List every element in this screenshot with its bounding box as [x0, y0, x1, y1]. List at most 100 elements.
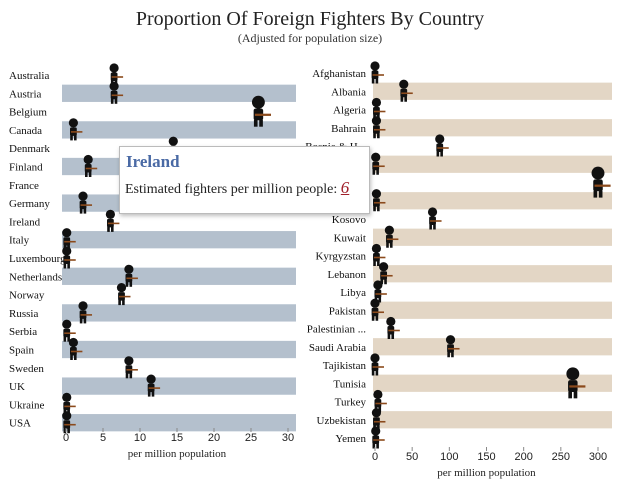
fighter-marker-bahrain[interactable]	[371, 116, 386, 139]
country-label-saudi-arabia: Saudi Arabia	[309, 342, 366, 354]
fighter-marker-albania[interactable]	[399, 79, 413, 102]
fighter-leg	[125, 373, 129, 379]
country-label-bahrain: Bahrain	[331, 123, 366, 135]
x-tick-label: 20	[208, 432, 220, 444]
fighter-rifle	[430, 220, 442, 222]
fighter-rifle	[373, 128, 386, 131]
fighter-marker-bosnia-h[interactable]	[435, 134, 449, 157]
fighter-marker-australia[interactable]	[109, 63, 124, 86]
fighter-leg	[259, 119, 263, 127]
tooltip-body: Estimated fighters per million people: 6	[125, 178, 349, 198]
country-label-kosovo: Kosovo	[332, 214, 367, 226]
fighter-leg	[129, 281, 133, 287]
fighter-marker-pakistan[interactable]	[370, 298, 384, 321]
fighter-marker-germany[interactable]	[78, 191, 93, 214]
fighter-marker-sweden[interactable]	[124, 356, 138, 379]
fighter-head	[116, 283, 127, 293]
country-label-russia: Russia	[9, 308, 38, 320]
row-band	[62, 414, 296, 432]
left-panel: Australia Austria Belgium Canada Denmark Finl…	[9, 63, 296, 460]
fighter-head	[109, 81, 119, 91]
fighter-leg	[568, 391, 572, 399]
country-label-ukraine: Ukraine	[9, 399, 45, 411]
fighter-leg	[110, 98, 114, 104]
fighter-rifle	[111, 76, 124, 78]
fighter-marker-canada[interactable]	[68, 118, 83, 141]
fighter-marker-norway[interactable]	[116, 283, 131, 306]
fighter-head	[105, 209, 115, 219]
fighter-marker-luxembourg[interactable]	[62, 246, 76, 269]
fighter-marker-algeria[interactable]	[371, 97, 386, 120]
x-axis-label: per million population	[437, 467, 536, 479]
country-label-tajikistan: Tajikistan	[323, 360, 367, 372]
fighter-leg	[85, 172, 88, 177]
fighter-marker-belgium[interactable]	[251, 95, 271, 127]
fighter-marker-spain[interactable]	[68, 337, 83, 360]
fighter-marker-kuwait[interactable]	[384, 225, 399, 248]
fighter-leg	[376, 443, 379, 449]
fighter-head	[371, 189, 382, 199]
fighter-head	[371, 97, 382, 108]
fighter-marker-netherlands[interactable]	[124, 264, 138, 287]
fighter-marker-uk[interactable]	[146, 374, 161, 397]
fighter-marker-finland[interactable]	[83, 154, 98, 177]
fighter-marker-egypt[interactable]	[371, 152, 385, 175]
fighter-head	[146, 374, 156, 384]
fighter-marker-kyrgyzstan[interactable]	[371, 243, 386, 266]
fighter-rifle	[373, 110, 386, 113]
fighter-head	[370, 298, 380, 308]
country-label-tunisia: Tunisia	[333, 378, 366, 390]
country-label-canada: Canada	[9, 125, 42, 137]
fighter-rifle	[373, 165, 385, 168]
row-band	[62, 340, 296, 359]
fighter-rifle	[64, 332, 76, 334]
fighter-marker-tajikistan[interactable]	[370, 353, 384, 376]
fighter-rifle	[375, 293, 387, 295]
fighter-rifle	[119, 295, 131, 298]
fighter-leg	[373, 206, 376, 212]
fighter-marker-austria[interactable]	[109, 81, 124, 104]
fighter-marker-ukraine[interactable]	[62, 392, 76, 415]
fighter-head	[373, 389, 383, 400]
fighter-head	[78, 191, 88, 201]
country-label-luxembourg: Luxembourg	[9, 253, 66, 265]
country-label-albania: Albania	[331, 86, 366, 98]
fighter-marker-serbia[interactable]	[62, 319, 76, 342]
fighter-marker-iraq[interactable]	[371, 189, 386, 212]
fighter-leg	[375, 78, 379, 84]
fighter-head	[371, 152, 381, 162]
fighter-leg	[70, 135, 73, 141]
fighter-rifle	[70, 350, 83, 353]
fighter-marker-saudi-arabia[interactable]	[445, 335, 460, 358]
fighter-leg	[429, 224, 432, 230]
fighter-leg	[253, 119, 258, 127]
country-label-palestinian: Palestinian ...	[307, 324, 367, 336]
fighter-leg	[377, 133, 380, 139]
fighter-leg	[79, 208, 83, 214]
fighter-marker-palestinian[interactable]	[386, 316, 400, 339]
fighter-marker-tunisia[interactable]	[566, 367, 586, 399]
fighter-marker-jordan[interactable]	[591, 166, 611, 198]
fighter-rifle	[372, 366, 384, 368]
fighter-leg	[593, 190, 598, 198]
fighter-marker-kosovo[interactable]	[427, 207, 442, 230]
fighter-marker-lebanon[interactable]	[379, 262, 393, 285]
fighter-marker-usa[interactable]	[62, 411, 76, 434]
row-band	[373, 265, 612, 283]
fighter-marker-libya[interactable]	[373, 280, 387, 303]
chart-subtitle: (Adjusted for population size)	[237, 31, 383, 45]
x-axis-label: per million population	[128, 448, 227, 460]
fighter-leg	[114, 98, 118, 104]
x-tick-label: 250	[552, 451, 570, 463]
fighter-marker-yemen[interactable]	[371, 426, 385, 449]
fighter-leg	[404, 96, 407, 102]
tooltip-value: 6	[340, 178, 350, 197]
fighter-leg	[129, 373, 133, 379]
fighter-marker-afghanistan[interactable]	[370, 61, 384, 84]
fighter-marker-ireland[interactable]	[105, 209, 120, 232]
fighter-marker-turkey[interactable]	[373, 389, 387, 412]
fighter-marker-russia[interactable]	[78, 301, 93, 324]
fighter-leg	[74, 355, 77, 360]
row-band	[62, 231, 296, 249]
